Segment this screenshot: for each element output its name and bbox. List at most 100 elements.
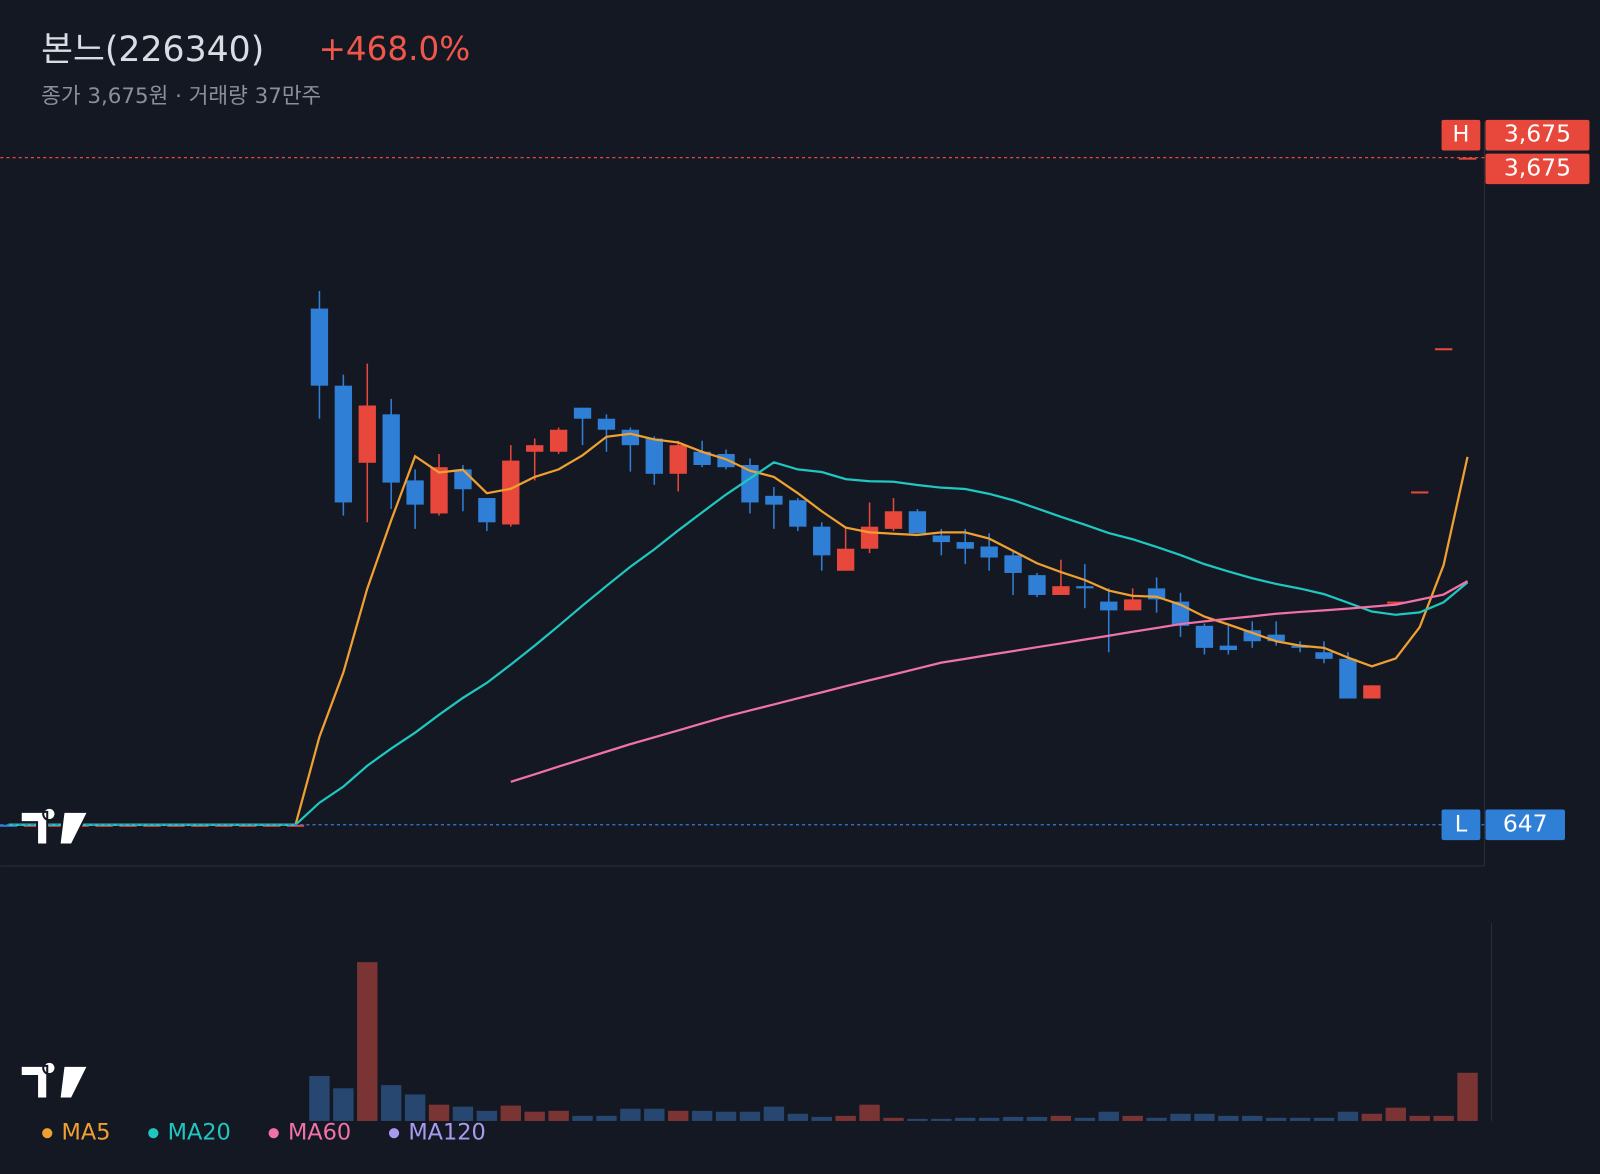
candle-body <box>908 511 927 534</box>
candle-body <box>310 308 329 386</box>
candle-body <box>1100 601 1118 611</box>
candle-body <box>406 480 424 505</box>
candle-body <box>1004 555 1022 573</box>
volume-bar <box>907 1118 928 1121</box>
volume-bar <box>1218 1115 1239 1121</box>
volume-bar <box>428 1104 450 1121</box>
candle-body <box>1411 491 1429 494</box>
candle-body <box>789 500 807 527</box>
volume-bar <box>931 1118 952 1121</box>
volume-bar <box>1457 1072 1478 1121</box>
candle-body <box>1315 652 1333 659</box>
candle-body <box>621 429 640 446</box>
candle-body <box>836 548 855 571</box>
volume-bar <box>739 1111 761 1121</box>
legend-label: MA20 <box>168 1120 231 1146</box>
volume-bar <box>524 1111 545 1121</box>
candle-body <box>1195 625 1214 648</box>
candle-body <box>1076 586 1094 589</box>
candle-body <box>1458 157 1477 160</box>
legend-label: MA120 <box>408 1120 485 1146</box>
legend-label: MA5 <box>62 1120 111 1146</box>
marker-value-box <box>1485 119 1590 151</box>
volume-bar <box>1146 1117 1167 1121</box>
marker-tag: H <box>1453 122 1470 148</box>
change: +468.0% <box>319 30 471 68</box>
volume-bar <box>452 1106 474 1121</box>
volume-bar <box>1170 1113 1191 1121</box>
volume-bar <box>1074 1117 1096 1121</box>
volume-bar <box>1385 1107 1406 1121</box>
subtitle: 종가 3,675원 · 거래량 37만주 <box>41 84 321 109</box>
marker-tag-box <box>1441 119 1481 151</box>
candle-body <box>454 469 472 490</box>
candle-body <box>478 498 496 523</box>
candle-body <box>430 467 448 514</box>
logo <box>19 806 90 1100</box>
volume-bar <box>404 1094 426 1121</box>
volume-bar <box>596 1115 617 1121</box>
volume-bar <box>668 1110 689 1121</box>
legend-dot <box>268 1128 279 1139</box>
ma-line <box>510 580 1469 783</box>
volume-bar <box>1026 1116 1048 1121</box>
marker-tag-box <box>1441 809 1481 841</box>
candle-body <box>884 511 903 529</box>
candle-body <box>573 407 592 419</box>
volume-bar <box>1409 1115 1430 1121</box>
candle-body <box>980 546 998 558</box>
volume-bar <box>1002 1116 1024 1121</box>
volume-bar <box>1242 1115 1263 1121</box>
legend-dot <box>148 1128 159 1139</box>
marks <box>0 156 1485 1121</box>
candle-body <box>717 453 735 468</box>
candle-body <box>860 526 879 549</box>
volume-bar <box>1289 1117 1311 1121</box>
candle-body <box>358 405 376 463</box>
volume-bar <box>835 1115 856 1121</box>
candle-body <box>597 418 616 430</box>
candle-body <box>813 526 831 556</box>
volume-bar <box>1313 1117 1335 1121</box>
volume-bar <box>333 1088 354 1121</box>
candle-body <box>502 460 520 525</box>
volume-bar <box>763 1106 785 1121</box>
volume-bar <box>715 1111 737 1121</box>
candle-body <box>932 535 950 543</box>
candle-body <box>1434 348 1453 351</box>
candle-body <box>1123 599 1142 611</box>
last-price-box <box>1485 153 1590 185</box>
volume-bar <box>787 1113 809 1121</box>
volume-bar <box>859 1104 880 1121</box>
candle-body <box>334 385 353 503</box>
marker-value-box <box>1485 809 1565 841</box>
volume-bar <box>500 1105 521 1121</box>
volume-bar <box>1098 1111 1119 1121</box>
candle-body <box>1219 645 1238 651</box>
volume-bar <box>380 1085 402 1121</box>
candle-body <box>1052 586 1070 595</box>
chart-title: 본느(226340) <box>41 30 264 70</box>
legend-label: MA60 <box>288 1120 351 1146</box>
volume-bar <box>1194 1113 1215 1121</box>
volume-bar <box>548 1110 569 1121</box>
volume-bar <box>1265 1117 1287 1121</box>
candle-body <box>1147 588 1166 600</box>
volume-bar <box>691 1110 713 1121</box>
volume-bar <box>955 1117 976 1121</box>
legend-dot <box>42 1128 53 1139</box>
candle-body <box>645 438 663 474</box>
candle-body <box>765 495 783 505</box>
candle-body <box>1267 634 1285 642</box>
marker-value: 647 <box>1503 809 1548 837</box>
candle-body <box>669 445 687 474</box>
candle-body <box>1243 630 1261 642</box>
marker-value: 3,675 <box>1504 120 1571 148</box>
candle-body <box>1363 685 1381 699</box>
candle-body <box>956 542 974 549</box>
candle-body <box>1028 575 1046 595</box>
volume-bar <box>883 1117 904 1121</box>
